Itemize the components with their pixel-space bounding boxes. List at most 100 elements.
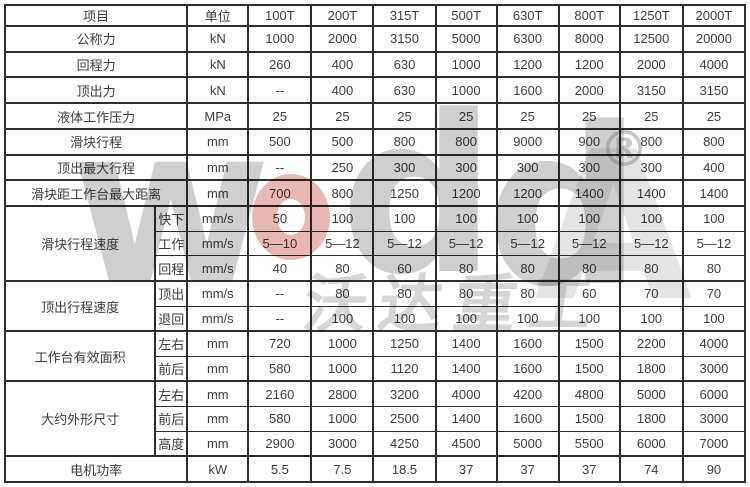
value-cell: 2000 xyxy=(618,50,684,78)
value-cell: 8000 xyxy=(557,25,621,53)
value-cell: 500 xyxy=(247,127,313,156)
value-cell: 60 xyxy=(557,279,621,307)
value-cell: 80 xyxy=(434,255,498,282)
value-cell: 7.5 xyxy=(310,455,375,483)
value-cell: 1120 xyxy=(372,355,437,382)
value-cell: 5—12 xyxy=(434,230,498,257)
value-cell: 60 xyxy=(372,255,437,282)
value-cell: 2000 xyxy=(310,25,375,53)
value-cell: -- xyxy=(247,305,313,332)
value-cell: 7000 xyxy=(681,430,747,457)
table-row: 顶出最大行程 mm -- 250 300 300 300 300 300 400 xyxy=(3,153,747,181)
value-cell: 1600 xyxy=(495,355,560,382)
spec-table: 项目 单位 100T 200T 315T 500T 630T 800T 1250… xyxy=(3,4,747,483)
value-cell: 3150 xyxy=(372,25,437,53)
value-cell: 300 xyxy=(557,153,621,181)
value-cell: 4250 xyxy=(372,430,437,457)
value-cell: 18.5 xyxy=(372,455,437,483)
value-cell: 300 xyxy=(618,153,684,181)
value-cell: 1200 xyxy=(495,179,560,207)
unit-cell: mm/s xyxy=(186,205,250,232)
value-cell: -- xyxy=(247,279,313,307)
value-cell: 25 xyxy=(618,102,684,130)
value-cell: 5.5 xyxy=(247,455,313,483)
table-row: 顶出行程速度 顶出 mm/s -- 80 80 80 80 60 70 70 xyxy=(3,279,747,332)
value-cell: 4000 xyxy=(681,50,747,78)
value-cell: 100 xyxy=(434,305,498,332)
unit-cell: MPa xyxy=(186,102,250,130)
value-cell: 100 xyxy=(434,205,498,232)
row-label-cell: 滑块距工作台最大距离 xyxy=(3,179,189,207)
value-cell: 1800 xyxy=(618,355,684,382)
header-model: 800T xyxy=(557,4,621,27)
value-cell: 300 xyxy=(495,153,560,181)
table-row: 滑块行程 mm 500 500 800 800 9000 900 800 800 xyxy=(3,127,747,156)
value-cell: 5—12 xyxy=(618,230,684,257)
value-cell: 100 xyxy=(310,205,375,232)
row-label-cell: 滑块行程 xyxy=(3,127,189,156)
value-cell: 580 xyxy=(247,355,313,382)
value-cell: 37 xyxy=(557,455,621,483)
header-item: 项目 xyxy=(3,4,189,27)
value-cell: 2800 xyxy=(310,380,375,408)
value-cell: 1200 xyxy=(557,50,621,78)
value-cell: -- xyxy=(247,153,313,181)
value-cell: 25 xyxy=(557,102,621,130)
value-cell: 2200 xyxy=(618,330,684,357)
row-label-cell: 顶出行程速度 xyxy=(3,279,157,332)
header-model: 2000T xyxy=(681,4,747,27)
value-cell: 800 xyxy=(310,179,375,207)
value-cell: 1250 xyxy=(372,179,437,207)
value-cell: 1000 xyxy=(310,330,375,357)
value-cell: 630 xyxy=(372,76,437,104)
value-cell: 5—12 xyxy=(681,230,747,257)
value-cell: 1000 xyxy=(310,355,375,382)
sub-label-cell: 高度 xyxy=(154,430,189,457)
value-cell: 5000 xyxy=(434,25,498,53)
value-cell: 70 xyxy=(681,279,747,307)
table-row: 大约外形尺寸 左右 mm 2160 2800 3200 4000 4200 4800 5000 60… xyxy=(3,380,747,457)
value-cell: 400 xyxy=(310,76,375,104)
value-cell: 100 xyxy=(372,305,437,332)
value-cell: 5—12 xyxy=(372,230,437,257)
value-cell: 1600 xyxy=(495,330,560,357)
value-cell: 2000 xyxy=(557,76,621,104)
unit-cell: kW xyxy=(186,455,250,483)
unit-cell: mm/s xyxy=(186,255,250,282)
value-cell: 400 xyxy=(681,153,747,181)
value-cell: 3150 xyxy=(618,76,684,104)
unit-cell: mm/s xyxy=(186,279,250,307)
value-cell: 1500 xyxy=(557,355,621,382)
unit-cell: kN xyxy=(186,50,250,78)
value-cell: 1400 xyxy=(434,355,498,382)
value-cell: 100 xyxy=(495,305,560,332)
unit-cell: mm xyxy=(186,380,250,408)
value-cell: 1000 xyxy=(434,50,498,78)
row-label-cell: 回程力 xyxy=(3,50,189,78)
value-cell: 80 xyxy=(310,279,375,307)
value-cell: 800 xyxy=(434,127,498,156)
value-cell: 500 xyxy=(310,127,375,156)
sub-label-cell: 顶出 xyxy=(154,279,189,307)
unit-cell: mm xyxy=(186,355,250,382)
sub-label-cell: 左右 xyxy=(154,380,189,408)
row-label-cell: 顶出力 xyxy=(3,76,189,104)
value-cell: 100 xyxy=(618,205,684,232)
value-cell: 3150 xyxy=(681,76,747,104)
table-row: 公称力 kN 1000 2000 3150 5000 6300 8000 12500 20000 xyxy=(3,25,747,53)
value-cell: 40 xyxy=(247,255,313,282)
sub-label-cell: 快下 xyxy=(154,205,189,232)
value-cell: 1250 xyxy=(372,330,437,357)
value-cell: 25 xyxy=(681,102,747,130)
value-cell: 25 xyxy=(434,102,498,130)
value-cell: 4200 xyxy=(495,380,560,408)
value-cell: 100 xyxy=(557,305,621,332)
value-cell: 1600 xyxy=(495,76,560,104)
value-cell: 2160 xyxy=(247,380,313,408)
value-cell: 6000 xyxy=(618,430,684,457)
value-cell: 20000 xyxy=(681,25,747,53)
value-cell: 80 xyxy=(557,255,621,282)
unit-cell: mm xyxy=(186,153,250,181)
sub-label-cell: 工作 xyxy=(154,230,189,257)
row-label-cell: 大约外形尺寸 xyxy=(3,380,157,457)
